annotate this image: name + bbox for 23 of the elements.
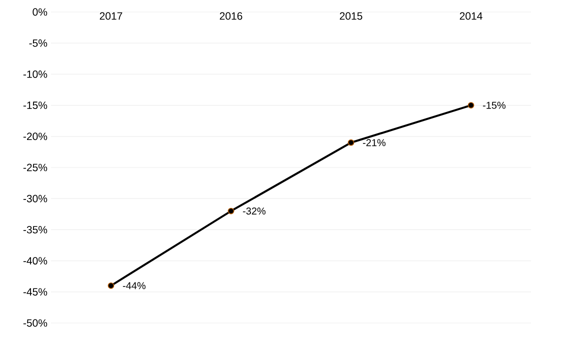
data-label: -32% [242,207,266,215]
y-tick-label: -25% [23,164,48,172]
x-tick-label: 2016 [220,12,242,20]
data-label: -15% [482,102,506,109]
y-tick-label: -40% [23,257,48,265]
y-tick-label: -35% [23,226,48,234]
y-tick-label: -30% [23,194,48,202]
y-tick-label: -45% [23,288,48,296]
data-label: -21% [362,139,386,146]
point [348,139,354,146]
y-tick-label: -15% [23,102,48,109]
point [468,102,474,108]
y-tick-label: -20% [23,132,48,140]
y-tick-label: -50% [23,319,48,327]
x-tick-label: 2017 [100,12,122,20]
y-tick-label: -5% [29,39,48,47]
y-tick-label: -10% [23,70,48,78]
y-tick-label: 0% [32,8,48,16]
x-tick-label: 2014 [460,12,482,20]
x-tick-label: 2015 [340,12,362,20]
point [228,208,234,214]
point [108,282,114,289]
data-label: -44% [122,282,146,290]
